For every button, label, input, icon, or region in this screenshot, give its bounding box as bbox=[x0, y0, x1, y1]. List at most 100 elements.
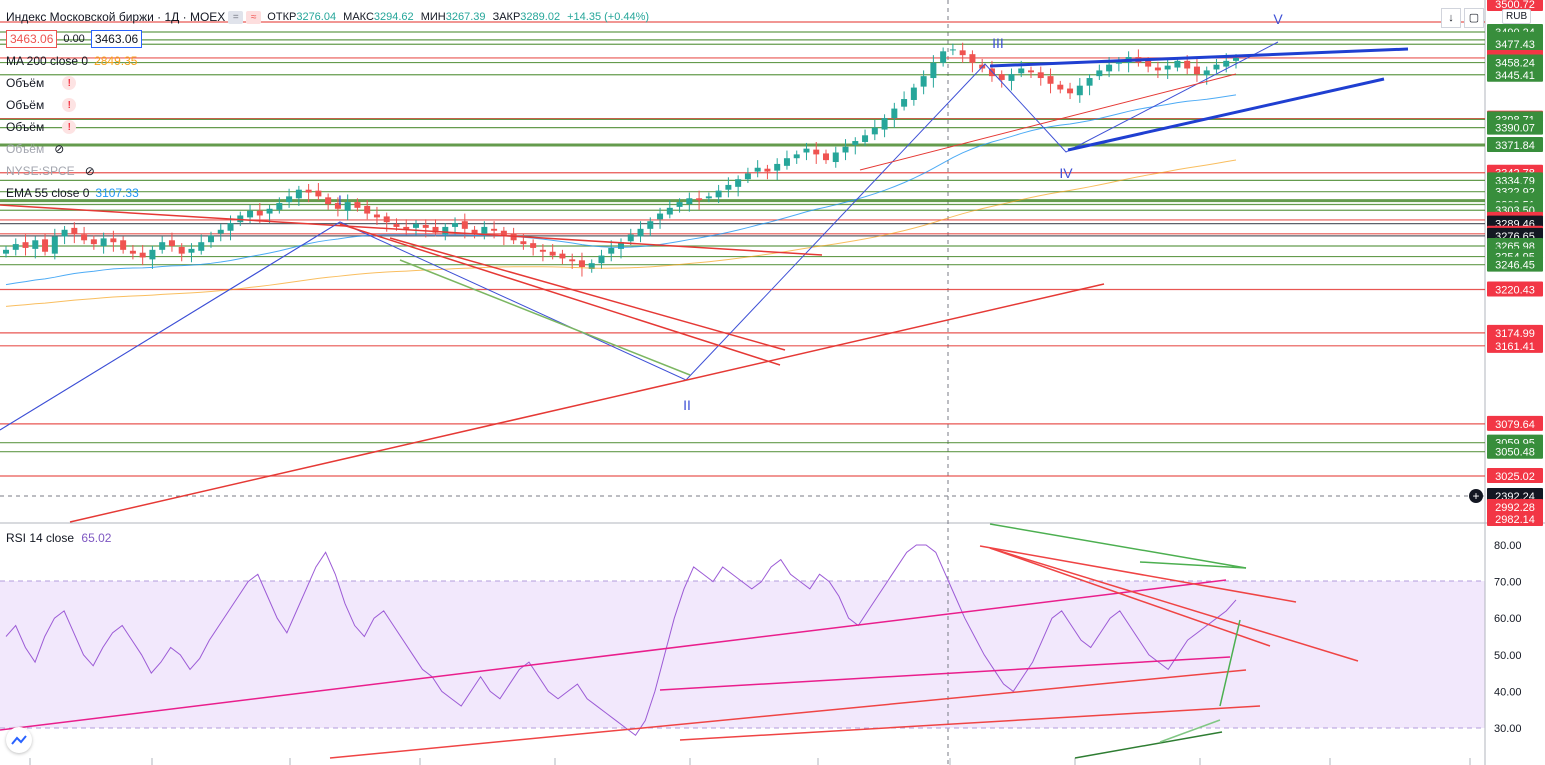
indicator-label[interactable]: MA 200 close 0 bbox=[6, 54, 89, 68]
candle-body bbox=[657, 213, 664, 220]
price-label-text: 3371.84 bbox=[1495, 140, 1535, 152]
currency-badge[interactable]: RUB bbox=[1502, 9, 1532, 24]
rsi-trend-line bbox=[1219, 619, 1241, 707]
sell-button[interactable]: 3463.06 bbox=[6, 30, 58, 48]
price-label-bg bbox=[1487, 415, 1543, 431]
candle-body bbox=[608, 247, 615, 254]
price-label-text: 3220.43 bbox=[1495, 285, 1535, 297]
candle-body bbox=[1096, 70, 1103, 77]
price-label-text: 3500.72 bbox=[1495, 0, 1535, 11]
indicator-row[interactable]: MA 200 close 0 2849.35 bbox=[6, 50, 653, 72]
rsi-trend-line bbox=[979, 545, 1297, 603]
candle-body bbox=[500, 230, 507, 236]
price-label-text: 3477.43 bbox=[1495, 39, 1535, 51]
candle-body bbox=[110, 238, 117, 243]
price-axis-label: 3390.07 bbox=[1487, 119, 1543, 135]
indicator-label[interactable]: Объём bbox=[6, 98, 45, 112]
price-label-bg bbox=[1487, 0, 1543, 11]
warning-icon[interactable]: ! bbox=[62, 76, 77, 90]
candle-body bbox=[1203, 70, 1210, 76]
chart-legend: Индекс Московской биржи · 1Д · MOEX = ≈ … bbox=[6, 6, 653, 204]
indicator-label[interactable]: NYSE:SPCE bbox=[6, 164, 75, 178]
indicator-row[interactable]: Объём! bbox=[6, 72, 653, 94]
rsi-label[interactable]: RSI 14 close bbox=[6, 531, 75, 545]
indicator-label[interactable]: EMA 55 close 0 bbox=[6, 186, 90, 200]
candle-body bbox=[413, 224, 419, 228]
trend-line bbox=[399, 259, 691, 376]
candle-body bbox=[364, 205, 371, 214]
fullscreen-icon[interactable]: ▢ bbox=[1464, 8, 1484, 28]
price-label-text: 3445.41 bbox=[1495, 70, 1535, 82]
price-label-bg bbox=[1487, 511, 1543, 526]
candle-body bbox=[32, 240, 39, 249]
candle-body bbox=[764, 168, 771, 172]
candle-body bbox=[949, 49, 956, 51]
buy-button[interactable]: 3463.06 bbox=[90, 30, 143, 48]
rsi-trend-line bbox=[659, 656, 1231, 691]
candle-body bbox=[227, 223, 234, 231]
candle-body bbox=[42, 239, 49, 252]
rsi-axis-label: 70.00 bbox=[1494, 577, 1522, 589]
eye-off-icon[interactable]: ⊘ bbox=[84, 164, 95, 178]
wave-label: I bbox=[338, 192, 342, 208]
price-label-text: 3161.41 bbox=[1495, 341, 1535, 353]
rsi-trend-line bbox=[1159, 719, 1221, 743]
wave-label: IV bbox=[1059, 165, 1073, 181]
candle-body bbox=[881, 118, 888, 130]
candle-body bbox=[1076, 85, 1083, 96]
tradingview-logo-icon[interactable] bbox=[6, 727, 32, 753]
price-label-bg bbox=[1487, 136, 1543, 152]
indicator-row[interactable]: Объём ⊘ bbox=[6, 138, 653, 160]
candle-body bbox=[676, 202, 683, 207]
candle-body bbox=[832, 152, 839, 163]
candle-body bbox=[1115, 60, 1122, 64]
candle-body bbox=[81, 234, 88, 241]
candle-body bbox=[959, 50, 966, 56]
crosshair-plus-glyph: + bbox=[1472, 489, 1479, 503]
rsi-line bbox=[5, 544, 1237, 737]
rsi-trend-line bbox=[679, 705, 1261, 741]
candle-body bbox=[1145, 60, 1152, 67]
rsi-band bbox=[0, 581, 1485, 728]
warning-icon[interactable]: ! bbox=[62, 120, 77, 134]
indicator-label[interactable]: Объём bbox=[6, 142, 45, 156]
trend-line bbox=[0, 204, 823, 256]
candle-body bbox=[403, 226, 410, 230]
candle-body bbox=[1018, 68, 1025, 74]
wave-icon[interactable]: ≈ bbox=[246, 10, 262, 24]
eye-off-icon[interactable]: ⊘ bbox=[54, 142, 65, 156]
candle-body bbox=[1213, 64, 1220, 70]
candle-body bbox=[432, 226, 439, 233]
candle-body bbox=[334, 203, 341, 209]
rsi-value: 65.02 bbox=[81, 531, 112, 545]
indicator-label[interactable]: Объём bbox=[6, 120, 45, 134]
candle-body bbox=[149, 249, 156, 260]
candle-body bbox=[100, 238, 107, 247]
symbol-title[interactable]: Индекс Московской биржи · 1Д · MOEX bbox=[6, 10, 226, 24]
candle-body bbox=[315, 190, 322, 197]
indicator-row[interactable]: Объём! bbox=[6, 94, 653, 116]
price-label-text: 3458.24 bbox=[1495, 58, 1535, 70]
trend-line bbox=[989, 47, 1409, 68]
indicator-row[interactable]: NYSE:SPCE ⊘ bbox=[6, 160, 653, 182]
candle-body bbox=[735, 179, 742, 187]
price-label-bg bbox=[1487, 119, 1543, 135]
candle-body bbox=[208, 235, 214, 243]
candle-body bbox=[168, 240, 175, 247]
indicator-value: 2849.35 bbox=[94, 54, 138, 68]
title-row: Индекс Московской биржи · 1Д · MOEX = ≈ … bbox=[6, 6, 653, 28]
ohlc-readout: ОТКР3276.04 МАКС3294.62 МИН3267.39 ЗАКР3… bbox=[267, 11, 650, 23]
candle-body bbox=[1184, 60, 1191, 69]
compare-icon[interactable]: = bbox=[228, 10, 244, 24]
indicator-label[interactable]: Объём bbox=[6, 76, 45, 90]
down-arrow-icon[interactable]: ↓ bbox=[1441, 8, 1461, 28]
candle-body bbox=[539, 249, 546, 252]
candle-body bbox=[452, 223, 459, 227]
candle-body bbox=[139, 252, 146, 258]
indicator-row[interactable]: EMA 55 close 0 3107.33 bbox=[6, 182, 653, 204]
candle-body bbox=[715, 190, 722, 198]
warning-icon[interactable]: ! bbox=[62, 98, 77, 112]
indicator-row[interactable]: Объём! bbox=[6, 116, 653, 138]
